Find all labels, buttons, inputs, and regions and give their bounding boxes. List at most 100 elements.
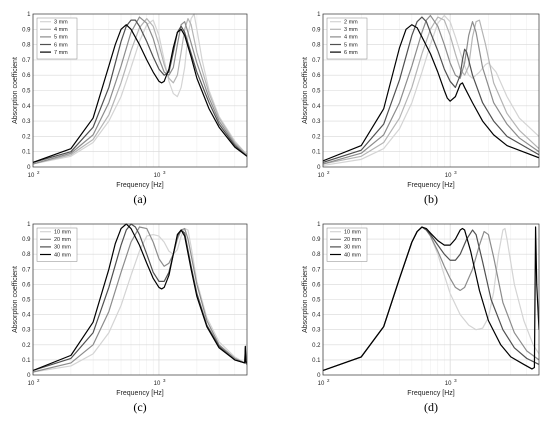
panel-caption: (b) — [424, 192, 438, 206]
y-tick-label: 0.5 — [312, 89, 321, 95]
y-tick-label: 0.3 — [22, 328, 31, 334]
panel-caption: (d) — [424, 400, 438, 414]
y-tick-label: 0.9 — [22, 27, 31, 33]
y-tick-label: 0.7 — [22, 58, 31, 64]
series-line-7-mm — [33, 24, 247, 163]
x-tick-label: 10 — [318, 381, 325, 387]
series-group — [33, 223, 247, 373]
x-tick-exponent: 2 — [37, 378, 40, 383]
y-axis-label: Absorption coefficient — [302, 266, 309, 333]
y-tick-label: 0.2 — [312, 343, 321, 349]
series-group — [323, 14, 539, 167]
y-tick-label: 0.6 — [312, 73, 321, 79]
x-tick-label: 10 — [318, 173, 325, 179]
y-tick-label: 0.1 — [312, 358, 321, 364]
y-tick-label: 0.4 — [312, 313, 321, 319]
x-axis-label: Frequency [Hz] — [407, 182, 455, 189]
y-tick-label: 0.8 — [22, 252, 31, 258]
y-tick-label: 0.2 — [312, 134, 321, 140]
legend — [36, 227, 78, 262]
legend-label: 10 mm — [54, 230, 71, 236]
series-line-10-mm — [33, 227, 247, 373]
y-tick-label: 0.5 — [22, 298, 31, 304]
y-tick-label: 0.1 — [22, 358, 31, 364]
panel-caption: (a) — [133, 192, 146, 206]
x-tick-exponent: 2 — [327, 170, 330, 175]
series-line-4-mm — [323, 14, 539, 165]
legend-label: 3 mm — [344, 27, 358, 33]
y-tick-label: 0.8 — [312, 252, 321, 258]
y-tick-label: 0.9 — [312, 237, 321, 243]
y-tick-label: 0.2 — [22, 134, 31, 140]
x-tick-exponent: 3 — [454, 170, 457, 175]
y-tick-label: 0.1 — [22, 150, 31, 156]
series-line-40-mm — [323, 226, 539, 372]
legend-label: 6 mm — [54, 42, 68, 48]
y-tick-label: 1 — [27, 12, 31, 18]
legend-label: 30 mm — [344, 245, 361, 251]
x-tick-exponent: 2 — [37, 170, 40, 175]
x-tick-label: 10 — [28, 173, 35, 179]
y-tick-label: 0.6 — [22, 282, 31, 288]
series-line-40-mm — [33, 223, 247, 372]
legend — [326, 227, 368, 262]
y-tick-label: 0.4 — [312, 104, 321, 110]
y-tick-label: 0.7 — [22, 267, 31, 273]
series-line-3-mm — [33, 13, 247, 165]
y-tick-label: 0.4 — [22, 104, 31, 110]
axes-frame — [32, 13, 248, 168]
x-axis-label: Frequency [Hz] — [116, 390, 164, 397]
x-tick-label: 10 — [154, 381, 161, 387]
x-tick-label: 10 — [154, 173, 161, 179]
y-tick-label: 0.6 — [312, 282, 321, 288]
y-tick-label: 0.9 — [312, 27, 321, 33]
legend-label: 2 mm — [344, 20, 358, 26]
axes-frame — [322, 223, 540, 376]
y-tick-label: 1 — [317, 12, 321, 18]
y-tick-label: 0.7 — [312, 267, 321, 273]
x-axis-label: Frequency [Hz] — [116, 182, 164, 189]
x-axis-label: Frequency [Hz] — [407, 390, 455, 397]
y-tick-label: 0 — [317, 165, 321, 171]
y-tick-label: 0.5 — [22, 89, 31, 95]
legend-label: 3 mm — [54, 20, 68, 26]
y-tick-label: 1 — [317, 222, 321, 228]
x-tick-label: 10 — [28, 381, 35, 387]
x-tick-exponent: 3 — [163, 170, 166, 175]
y-tick-label: 0.4 — [22, 313, 31, 319]
y-tick-label: 0 — [27, 165, 31, 171]
legend-label: 5 mm — [54, 35, 68, 41]
y-tick-label: 0.8 — [312, 43, 321, 49]
y-axis-label: Absorption coefficient — [12, 57, 19, 124]
series-group — [33, 13, 247, 165]
y-tick-label: 0.3 — [312, 119, 321, 125]
legend-label: 40 mm — [54, 252, 71, 258]
y-tick-label: 0.9 — [22, 237, 31, 243]
y-tick-label: 0.6 — [22, 73, 31, 79]
legend-label: 5 mm — [344, 42, 358, 48]
axes-frame — [32, 223, 248, 376]
series-line-5-mm — [323, 16, 539, 163]
legend-label: 7 mm — [54, 50, 68, 56]
y-tick-label: 0 — [317, 373, 321, 379]
y-tick-label: 0.3 — [22, 119, 31, 125]
series-line-3-mm — [323, 16, 539, 165]
y-tick-label: 0.5 — [312, 298, 321, 304]
series-line-6-mm — [33, 19, 247, 163]
x-tick-label: 10 — [445, 173, 452, 179]
panel-caption: (c) — [133, 400, 146, 414]
y-axis-label: Absorption coefficient — [302, 57, 309, 124]
legend-label: 4 mm — [54, 27, 68, 33]
y-tick-label: 0.8 — [22, 43, 31, 49]
legend-label: 20 mm — [54, 237, 71, 243]
series-group — [323, 226, 539, 372]
y-tick-label: 1 — [27, 222, 31, 228]
y-tick-label: 0.3 — [312, 328, 321, 334]
legend-label: 10 mm — [344, 230, 361, 236]
x-tick-exponent: 3 — [163, 378, 166, 383]
y-tick-label: 0.1 — [312, 150, 321, 156]
